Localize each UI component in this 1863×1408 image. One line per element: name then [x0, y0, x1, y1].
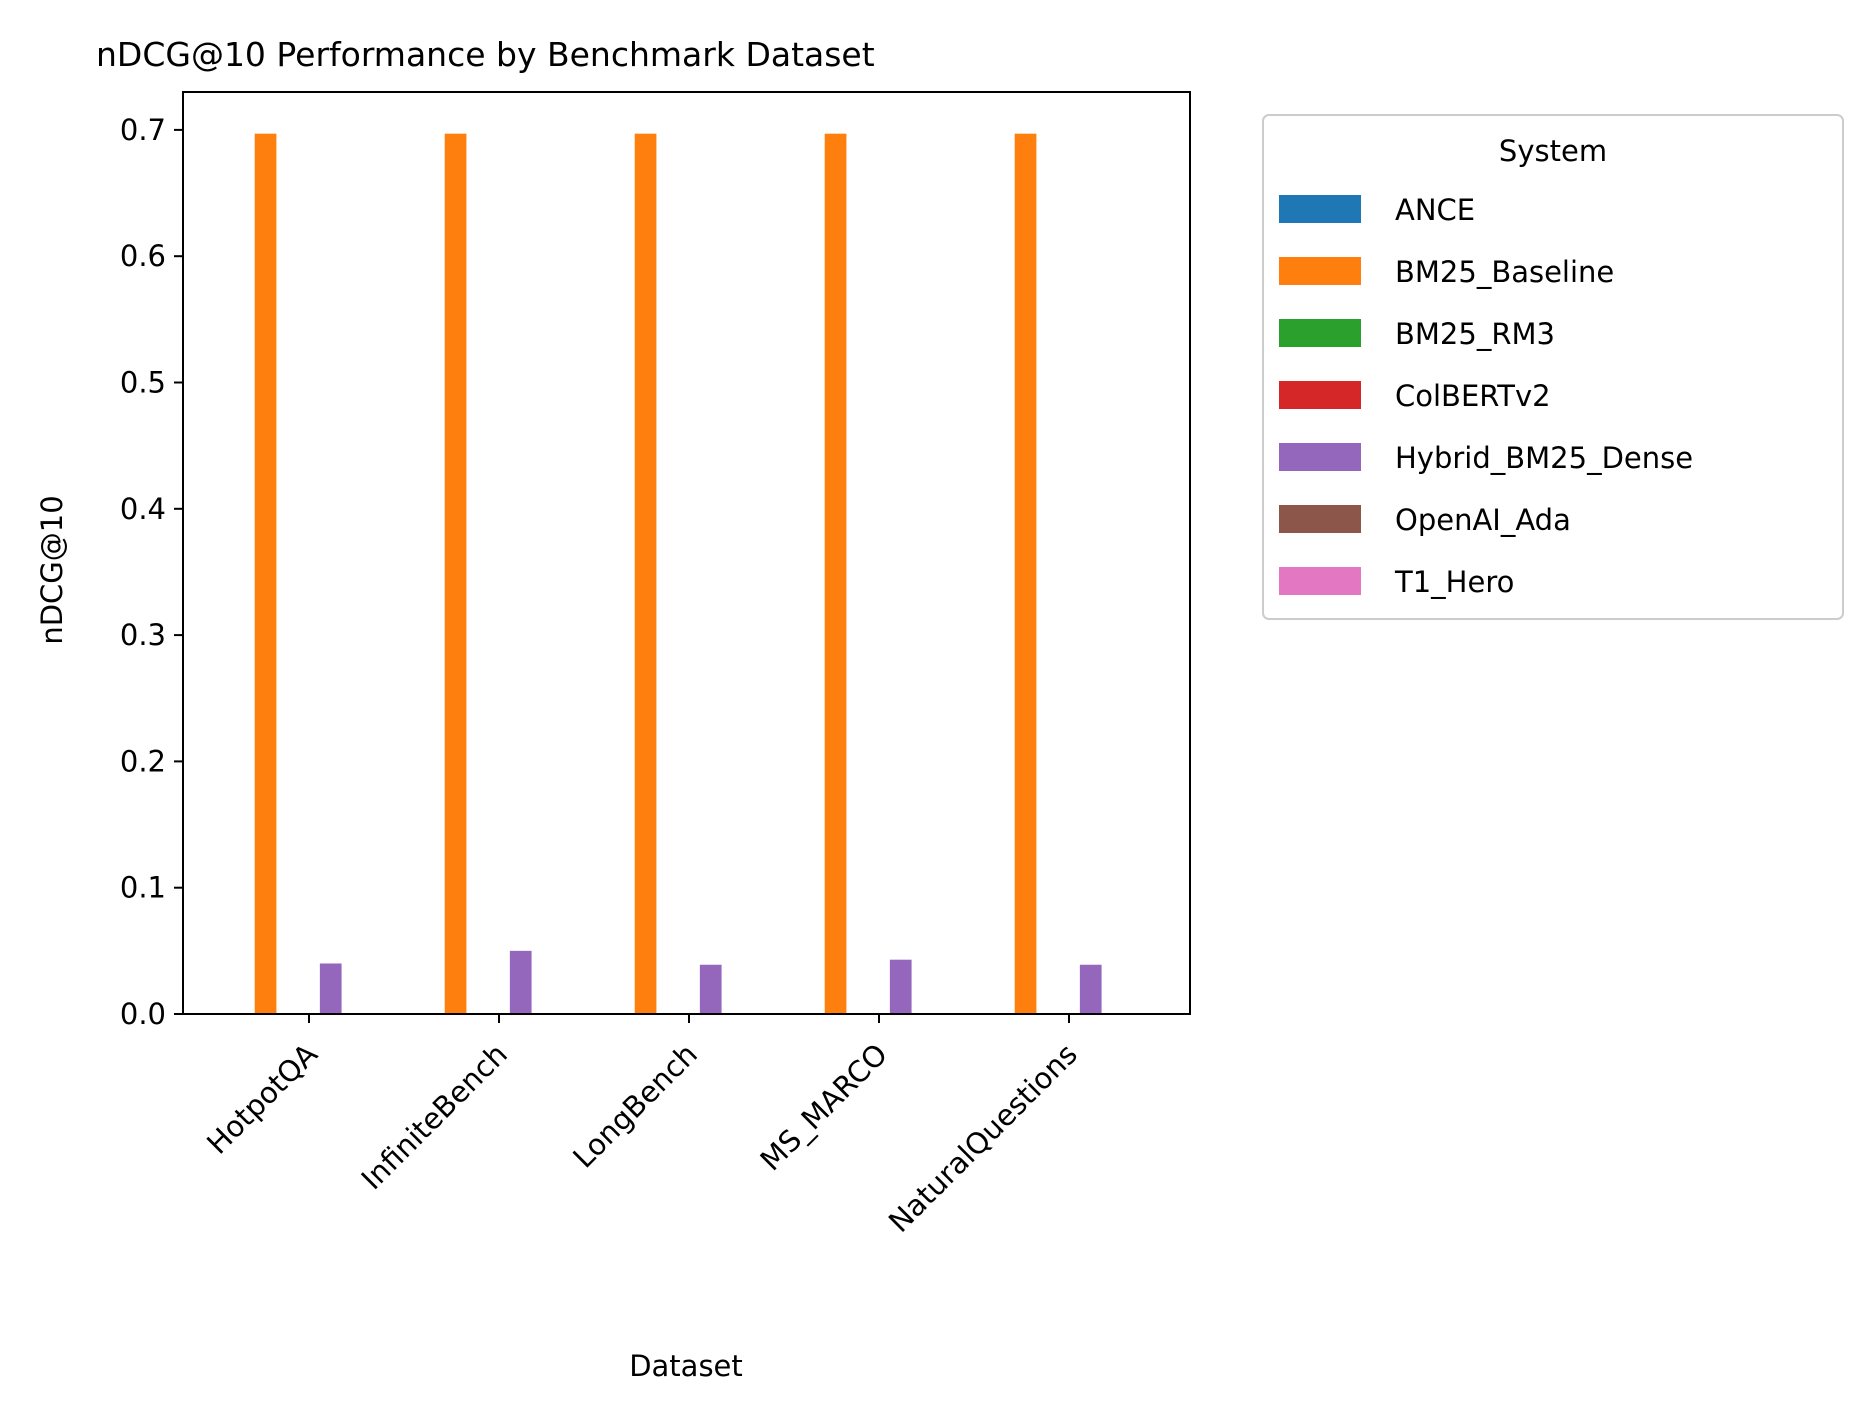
legend-label-openai-ada: OpenAI_Ada: [1395, 503, 1571, 537]
legend-swatch-ance: [1279, 195, 1361, 223]
bar-hybrid-bm25-dense-infinitebench: [509, 950, 532, 1014]
bar-bm25-baseline-hotpotqa: [254, 133, 277, 1014]
x-tick-label-longbench: LongBench: [566, 1037, 704, 1175]
y-tick-label: 0.6: [120, 239, 166, 273]
bar-hybrid-bm25-dense-hotpotqa: [319, 963, 342, 1014]
legend-label-bm25-baseline: BM25_Baseline: [1395, 255, 1614, 289]
legend-swatch-hybrid-bm25-dense: [1279, 443, 1361, 471]
legend-swatch-t1-hero: [1279, 567, 1361, 595]
legend-title: System: [1499, 134, 1607, 168]
x-tick-label-hotpotqa: HotpotQA: [200, 1037, 324, 1161]
legend: System ANCE BM25_Baseline BM25_RM3 ColBERTv…: [1262, 114, 1844, 620]
y-axis-label: nDCG@10: [35, 495, 69, 644]
y-ticks-group: 0.0 0.1 0.2 0.3 0.4 0.5 0.6 0.7: [120, 113, 183, 1031]
legend-label-ance: ANCE: [1395, 193, 1475, 227]
y-tick-label: 0.4: [120, 492, 166, 526]
y-tick-label: 0.7: [120, 113, 166, 147]
bars-group: [254, 133, 1102, 1014]
x-tick-label-naturalquestions: NaturalQuestions: [882, 1037, 1084, 1239]
legend-label-hybrid-bm25-dense: Hybrid_BM25_Dense: [1395, 441, 1693, 475]
legend-swatch-colbertv2: [1279, 381, 1361, 409]
legend-label-bm25-rm3: BM25_RM3: [1395, 317, 1555, 351]
x-ticks-group: HotpotQA InfiniteBench LongBench MS_MARCONa…: [200, 1014, 1084, 1239]
legend-label-t1-hero: T1_Hero: [1394, 565, 1514, 599]
bar-bm25-baseline-longbench: [634, 133, 657, 1014]
y-tick-label: 0.5: [120, 365, 166, 399]
bar-bm25-baseline-naturalquestions: [1014, 133, 1037, 1014]
y-tick-label: 0.3: [120, 618, 166, 652]
chart-title: nDCG@10 Performance by Benchmark Dataset: [96, 35, 875, 74]
bar-bm25-baseline-ms-marco: [824, 133, 847, 1014]
legend-swatch-openai-ada: [1279, 505, 1361, 533]
plot-area-frame: [182, 91, 1191, 1015]
legend-items: ANCE BM25_Baseline BM25_RM3 ColBERTv2 Hybrid…: [1279, 193, 1693, 599]
y-tick-label: 0.2: [120, 744, 166, 778]
x-tick-label-ms-marco: MS_MARCO: [754, 1037, 894, 1177]
x-axis-label: Dataset: [629, 1349, 743, 1383]
legend-swatch-bm25-baseline: [1279, 257, 1361, 285]
bar-bm25-baseline-infinitebench: [444, 133, 467, 1014]
x-tick-label-infinitebench: InfiniteBench: [355, 1037, 514, 1196]
legend-swatch-bm25-rm3: [1279, 319, 1361, 347]
y-tick-label: 0.0: [120, 997, 166, 1031]
bar-hybrid-bm25-dense-ms-marco: [889, 959, 912, 1014]
y-tick-label: 0.1: [120, 871, 166, 905]
legend-label-colbertv2: ColBERTv2: [1395, 379, 1551, 413]
bar-hybrid-bm25-dense-naturalquestions: [1079, 964, 1102, 1014]
legend-frame: [1262, 114, 1844, 620]
bar-hybrid-bm25-dense-longbench: [699, 964, 722, 1014]
